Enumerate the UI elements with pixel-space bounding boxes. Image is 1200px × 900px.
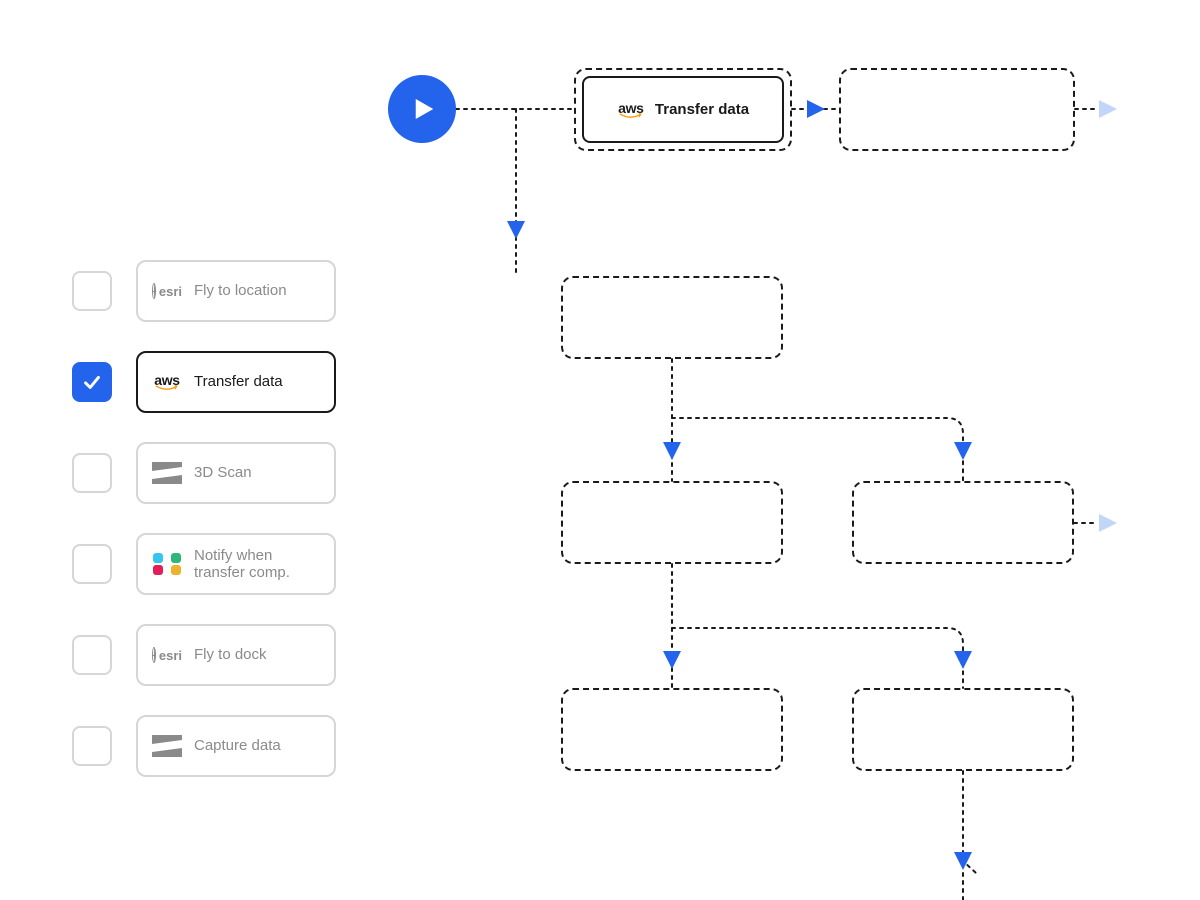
task-row-fly-to-location: esri Fly to location (72, 260, 336, 322)
flow-node-n4[interactable] (561, 481, 783, 564)
task-label: 3D Scan (194, 464, 252, 481)
flow-node-n7[interactable] (852, 688, 1074, 771)
task-label: Notify when transfer comp. (194, 547, 320, 582)
arrow-icon (954, 442, 972, 460)
aws-icon: aws (617, 101, 645, 119)
task-label: Capture data (194, 737, 281, 754)
flow-node-n6[interactable] (561, 688, 783, 771)
arrow-icon (954, 852, 972, 870)
checkbox-fly-to-location[interactable] (72, 271, 112, 311)
aws-icon: aws (152, 373, 182, 391)
task-card-notify-complete[interactable]: Notify when transfer comp. (136, 533, 336, 595)
check-icon (81, 371, 103, 393)
esri-icon: esri (152, 283, 182, 299)
flow-node-n1[interactable]: aws Transfer data (574, 68, 792, 151)
edge-split1-n5 (672, 418, 963, 481)
edge-split2-n7 (672, 628, 963, 688)
arrow-icon (1099, 514, 1117, 532)
scan-icon (152, 735, 182, 757)
checkbox-3d-scan[interactable] (72, 453, 112, 493)
arrow-icon (1099, 100, 1117, 118)
task-card-capture-data[interactable]: Capture data (136, 715, 336, 777)
checkbox-fly-to-dock[interactable] (72, 635, 112, 675)
task-card-fly-to-dock[interactable]: esri Fly to dock (136, 624, 336, 686)
arrow-icon (663, 442, 681, 460)
task-row-transfer-data: aws Transfer data (72, 351, 336, 413)
scan-icon (152, 462, 182, 484)
task-card-3d-scan[interactable]: 3D Scan (136, 442, 336, 504)
checkbox-capture-data[interactable] (72, 726, 112, 766)
slack-icon (152, 552, 182, 576)
task-row-capture-data: Capture data (72, 715, 336, 777)
task-label: Transfer data (194, 373, 283, 390)
task-row-notify-complete: Notify when transfer comp. (72, 533, 336, 595)
arrow-icon (954, 651, 972, 669)
play-icon (407, 94, 437, 124)
arrow-icon (663, 651, 681, 669)
arrow-icon (507, 221, 525, 239)
edge-n7-n7d (963, 771, 976, 873)
play-button[interactable] (388, 75, 456, 143)
task-label: Fly to dock (194, 646, 267, 663)
task-card-transfer-data[interactable]: aws Transfer data (136, 351, 336, 413)
canvas: esri Fly to location aws Transfer data 3… (0, 0, 1200, 900)
task-card-fly-to-location[interactable]: esri Fly to location (136, 260, 336, 322)
flow-node-n2[interactable] (839, 68, 1075, 151)
flow-node-n5[interactable] (852, 481, 1074, 564)
task-label: Fly to location (194, 282, 287, 299)
esri-icon: esri (152, 647, 182, 663)
checkbox-transfer-data[interactable] (72, 362, 112, 402)
checkbox-notify-complete[interactable] (72, 544, 112, 584)
flow-node-n3[interactable] (561, 276, 783, 359)
task-row-3d-scan: 3D Scan (72, 442, 336, 504)
flow-node-label: Transfer data (655, 101, 749, 118)
task-row-fly-to-dock: esri Fly to dock (72, 624, 336, 686)
arrow-icon (807, 100, 825, 118)
